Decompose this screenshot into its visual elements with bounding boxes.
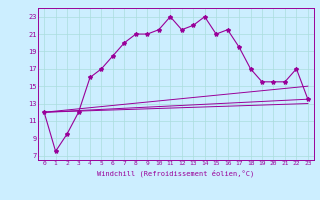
X-axis label: Windchill (Refroidissement éolien,°C): Windchill (Refroidissement éolien,°C) [97,169,255,177]
